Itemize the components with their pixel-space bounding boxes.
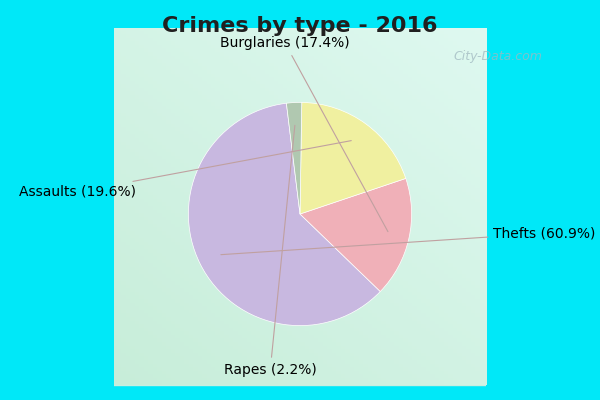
Wedge shape [188, 103, 380, 326]
Text: Thefts (60.9%): Thefts (60.9%) [221, 226, 596, 255]
Text: Crimes by type - 2016: Crimes by type - 2016 [162, 16, 438, 36]
Text: City-Data.com: City-Data.com [454, 50, 542, 63]
Wedge shape [300, 102, 406, 214]
Text: Assaults (19.6%): Assaults (19.6%) [19, 141, 351, 199]
Wedge shape [300, 178, 412, 292]
Text: Rapes (2.2%): Rapes (2.2%) [224, 125, 317, 377]
Wedge shape [286, 102, 302, 214]
Text: Burglaries (17.4%): Burglaries (17.4%) [220, 36, 388, 232]
